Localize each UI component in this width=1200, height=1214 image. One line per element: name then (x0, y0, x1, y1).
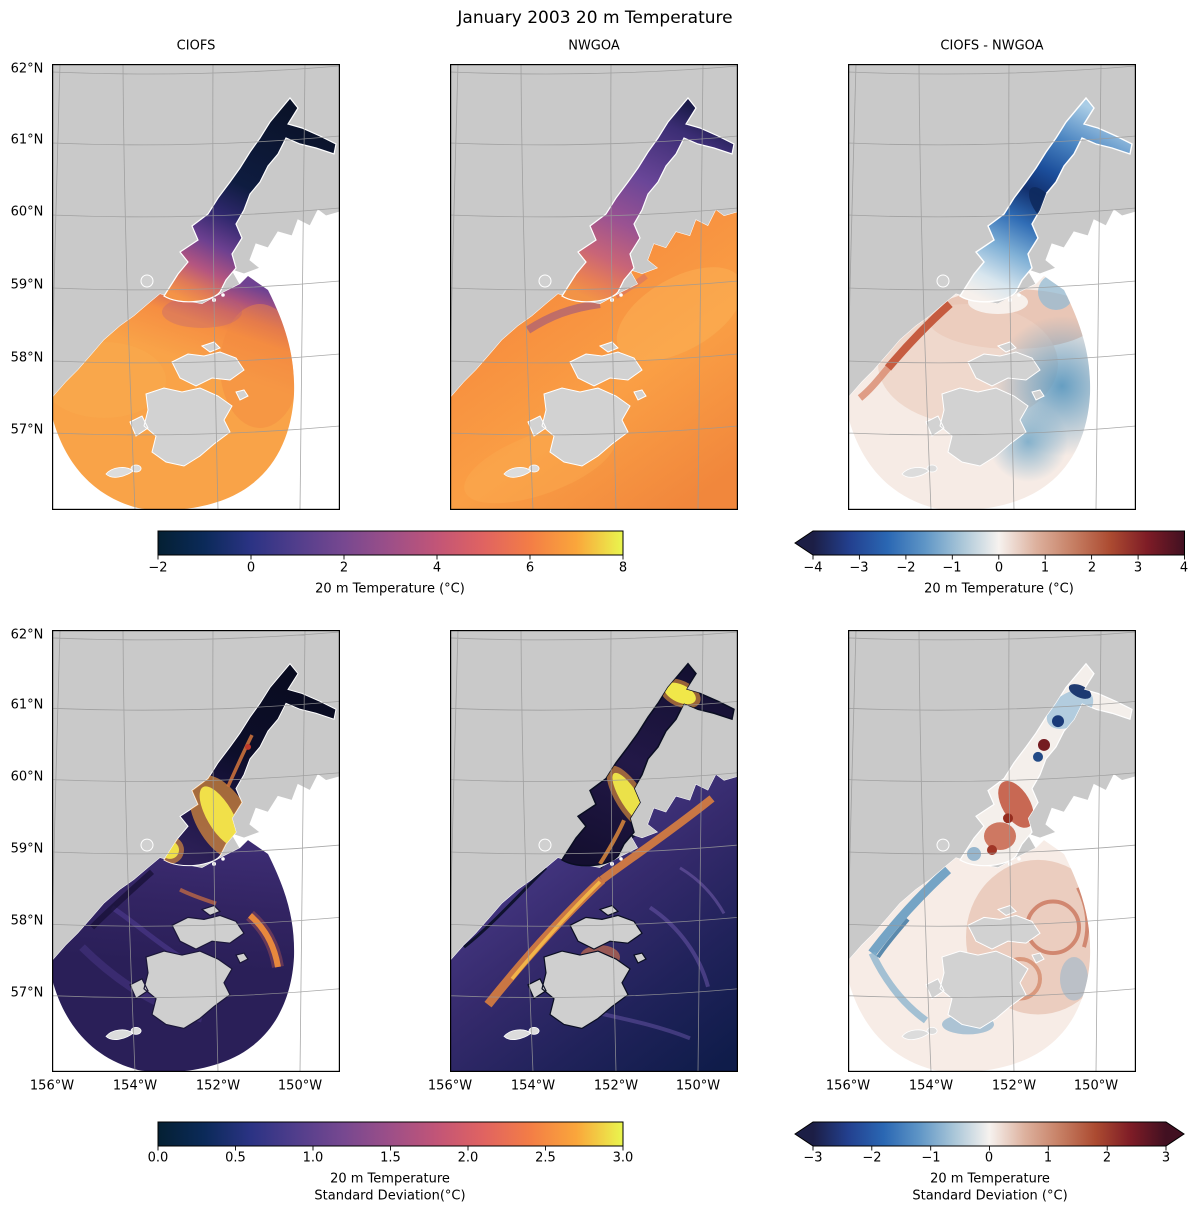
lat-tick-label: 59°N (10, 277, 44, 293)
colorbar-label: 20 m Temperature (°C) (924, 581, 1074, 597)
lat-tick-label: 60°N (10, 769, 44, 785)
map-frame (52, 64, 340, 510)
map-nwgoa-temperature (450, 64, 738, 510)
augustine-island (140, 274, 154, 288)
map-temperature-difference (848, 64, 1136, 510)
shelf-texture (857, 276, 1091, 482)
colorbar-tick-label: 2 (1087, 560, 1097, 576)
colorbar-tick-label: −1 (921, 1150, 941, 1166)
colorbar-tick-label: 0.0 (147, 1150, 169, 1166)
colorbar-tick-label: −2 (148, 560, 168, 576)
colorbar-tick-label: 3 (1161, 1150, 1171, 1166)
subplot-title-nwgoa: NWGOA (568, 38, 620, 54)
colorbar-tick-label: 0.5 (225, 1150, 246, 1166)
lat-tick-label: 62°N (10, 627, 44, 643)
augustine-island (936, 274, 950, 288)
colorbar-tick-label: −2 (896, 560, 916, 576)
colorbar-tick-label: −3 (849, 560, 869, 576)
colorbar-ticks (812, 1146, 1167, 1151)
colorbar-temperature-difference (794, 530, 1185, 560)
subplot-title-diff: CIOFS - NWGOA (940, 38, 1044, 54)
colorbar-tick-label: 1.5 (380, 1150, 401, 1166)
lon-tick-label: 154°W (112, 1078, 158, 1094)
lon-tick-label: 152°W (195, 1078, 241, 1094)
colorbar-label: 20 m Temperature (°C) (315, 581, 465, 597)
colorbar-tick-label: 8 (618, 560, 628, 576)
colorbar-tick-label: −4 (803, 560, 823, 576)
lon-tick-label: 150°W (277, 1078, 323, 1094)
lon-tick-label: 150°W (1073, 1078, 1119, 1094)
colorbar-label-line2: Standard Deviation(°C) (314, 1188, 466, 1204)
map-frame (450, 64, 738, 510)
augustine-island (538, 838, 552, 852)
lat-tick-label: 61°N (10, 132, 44, 148)
lon-tick-label: 154°W (908, 1078, 954, 1094)
lat-tick-label: 57°N (10, 422, 44, 438)
lon-tick-label: 156°W (29, 1078, 75, 1094)
lat-tick-label: 62°N (10, 61, 44, 77)
figure-title: January 2003 20 m Temperature (457, 8, 733, 28)
colorbar-tick-label: −3 (803, 1150, 823, 1166)
colorbar-tick-label: 2 (339, 560, 349, 576)
colorbar-ticks (157, 555, 624, 560)
map-nwgoa-stddev (450, 630, 738, 1072)
augustine-island (936, 838, 950, 852)
colorbar-tick-label: 3.0 (612, 1150, 634, 1166)
colorbar-tick-label: 0 (994, 560, 1004, 576)
map-frame (848, 630, 1136, 1072)
lat-tick-label: 60°N (10, 204, 44, 220)
colorbar-stddev-difference (794, 1121, 1185, 1151)
colorbar-tick-label: 3 (1133, 560, 1143, 576)
colorbar-tick-label: 6 (525, 560, 535, 576)
colorbar-ticks (157, 1146, 624, 1151)
colorbar-tick-label: −2 (862, 1150, 882, 1166)
map-frame (848, 64, 1136, 510)
lon-tick-label: 154°W (510, 1078, 556, 1094)
lon-tick-label: 156°W (825, 1078, 871, 1094)
colorbar-ticks (812, 555, 1185, 560)
colorbar-label-line1: 20 m Temperature (330, 1171, 450, 1187)
lon-tick-label: 156°W (427, 1078, 473, 1094)
lat-tick-label: 58°N (10, 913, 44, 929)
colorbar-label-line2: Standard Deviation (°C) (912, 1188, 1068, 1204)
colorbar-temperature (157, 530, 624, 560)
colorbar-tick-label: 1.0 (302, 1150, 324, 1166)
map-ciofs-stddev (52, 630, 340, 1072)
colorbar-tick-label: 1 (1040, 560, 1050, 576)
colorbar-tick-label: 2.0 (457, 1150, 479, 1166)
augustine-island (140, 838, 154, 852)
lon-tick-label: 152°W (593, 1078, 639, 1094)
colorbar-tick-label: 4 (1179, 560, 1189, 576)
augustine-island (538, 274, 552, 288)
map-stddev-difference (848, 630, 1136, 1072)
colorbar-tick-label: −1 (942, 560, 962, 576)
map-frame (52, 630, 340, 1072)
colorbar-tick-label: 0 (246, 560, 256, 576)
map-ciofs-temperature (52, 64, 340, 510)
subplot-title-ciofs: CIOFS (176, 38, 216, 54)
colorbar-tick-label: 2 (1102, 1150, 1112, 1166)
lon-tick-label: 152°W (991, 1078, 1037, 1094)
lat-tick-label: 58°N (10, 350, 44, 366)
lon-tick-label: 150°W (675, 1078, 721, 1094)
map-frame (450, 630, 738, 1072)
lat-tick-label: 57°N (10, 985, 44, 1001)
colorbar-label-line1: 20 m Temperature (930, 1171, 1050, 1187)
colorbar-stddev (157, 1121, 624, 1151)
colorbar-tick-label: 4 (432, 560, 442, 576)
colorbar-tick-label: 1 (1043, 1150, 1053, 1166)
lat-tick-label: 59°N (10, 841, 44, 857)
colorbar-tick-label: 0 (984, 1150, 994, 1166)
colorbar-tick-label: 2.5 (535, 1150, 556, 1166)
lat-tick-label: 61°N (10, 697, 44, 713)
